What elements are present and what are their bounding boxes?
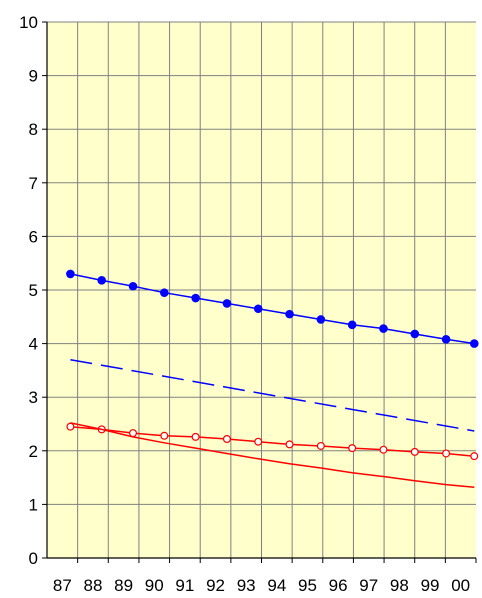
x-tick-label: 93 [237, 576, 256, 595]
x-tick-label: 89 [114, 576, 133, 595]
x-tick-label: 88 [84, 576, 103, 595]
series-lines [66, 269, 479, 488]
x-tick-label: 92 [206, 576, 225, 595]
data-point [379, 324, 388, 333]
x-tick-label: 97 [359, 576, 378, 595]
y-tick-label: 7 [29, 174, 38, 193]
x-tick-label: 87 [53, 576, 72, 595]
y-tick-label: 5 [29, 281, 38, 300]
data-point [379, 445, 388, 454]
data-point [442, 449, 451, 458]
series-line-3 [70, 425, 475, 457]
x-tick-label: 00 [451, 576, 470, 595]
data-point [66, 422, 75, 431]
x-tick-label: 99 [421, 576, 440, 595]
data-point [316, 315, 326, 324]
x-tick-label: 90 [145, 576, 164, 595]
y-tick-label: 2 [29, 442, 38, 461]
data-point [160, 288, 169, 297]
y-tick-label: 4 [29, 335, 38, 354]
data-point [66, 269, 75, 279]
data-point [128, 281, 138, 291]
data-point [441, 335, 451, 344]
data-point [191, 432, 200, 441]
data-point [470, 452, 479, 461]
data-point [191, 293, 200, 303]
data-point [222, 299, 232, 308]
y-tick-label: 9 [29, 67, 38, 86]
data-point [469, 339, 479, 348]
axes [42, 21, 477, 563]
x-tick-label: 96 [329, 576, 348, 595]
series-line-2 [70, 358, 475, 432]
data-point [285, 440, 294, 449]
data-point [253, 304, 263, 314]
data-point [97, 276, 106, 285]
data-point [410, 447, 419, 456]
data-point [347, 320, 357, 330]
y-tick-label: 6 [29, 227, 38, 246]
y-tick-label: 0 [29, 549, 38, 568]
data-point [222, 435, 231, 444]
y-tick-label: 10 [19, 13, 38, 32]
series-line-4 [70, 422, 475, 488]
y-tick-label: 3 [29, 388, 38, 407]
data-point [254, 437, 263, 446]
series-line-1 [70, 273, 475, 345]
data-point [129, 429, 138, 438]
x-tick-label: 91 [175, 576, 194, 595]
data-point [160, 431, 169, 440]
data-point [348, 444, 357, 453]
data-point [285, 309, 294, 319]
y-tick-label: 8 [29, 120, 38, 139]
x-tick-label: 94 [267, 576, 286, 595]
y-tick-label: 1 [29, 495, 38, 514]
x-tick-label: 98 [390, 576, 409, 595]
data-point [410, 329, 420, 339]
x-tick-label: 95 [298, 576, 317, 595]
data-point [316, 441, 325, 450]
